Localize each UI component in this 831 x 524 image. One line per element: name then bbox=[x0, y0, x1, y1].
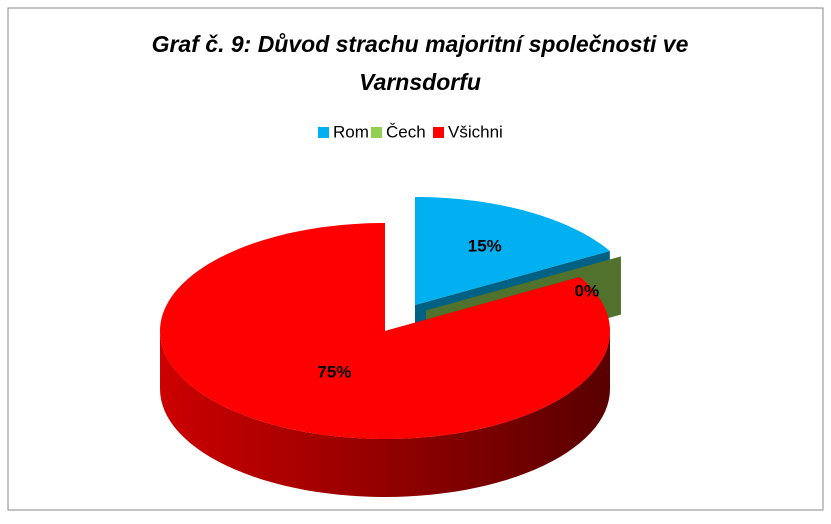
slice-side bbox=[160, 330, 610, 497]
data-label: 75% bbox=[317, 363, 351, 382]
legend-swatch bbox=[371, 127, 382, 138]
legend-swatch bbox=[318, 127, 329, 138]
legend-swatch bbox=[433, 127, 444, 138]
legend-label: Čech bbox=[386, 122, 426, 141]
chart-title: Varnsdorfu bbox=[359, 69, 481, 95]
legend-label: Všichni bbox=[448, 122, 503, 141]
pie-slice bbox=[415, 197, 610, 306]
data-label: 0% bbox=[575, 282, 600, 301]
data-label: 15% bbox=[468, 237, 502, 256]
pie-slice bbox=[160, 222, 610, 439]
legend-label: Rom bbox=[333, 122, 369, 141]
chart-title: Graf č. 9: Důvod strachu majoritní spole… bbox=[152, 31, 689, 57]
